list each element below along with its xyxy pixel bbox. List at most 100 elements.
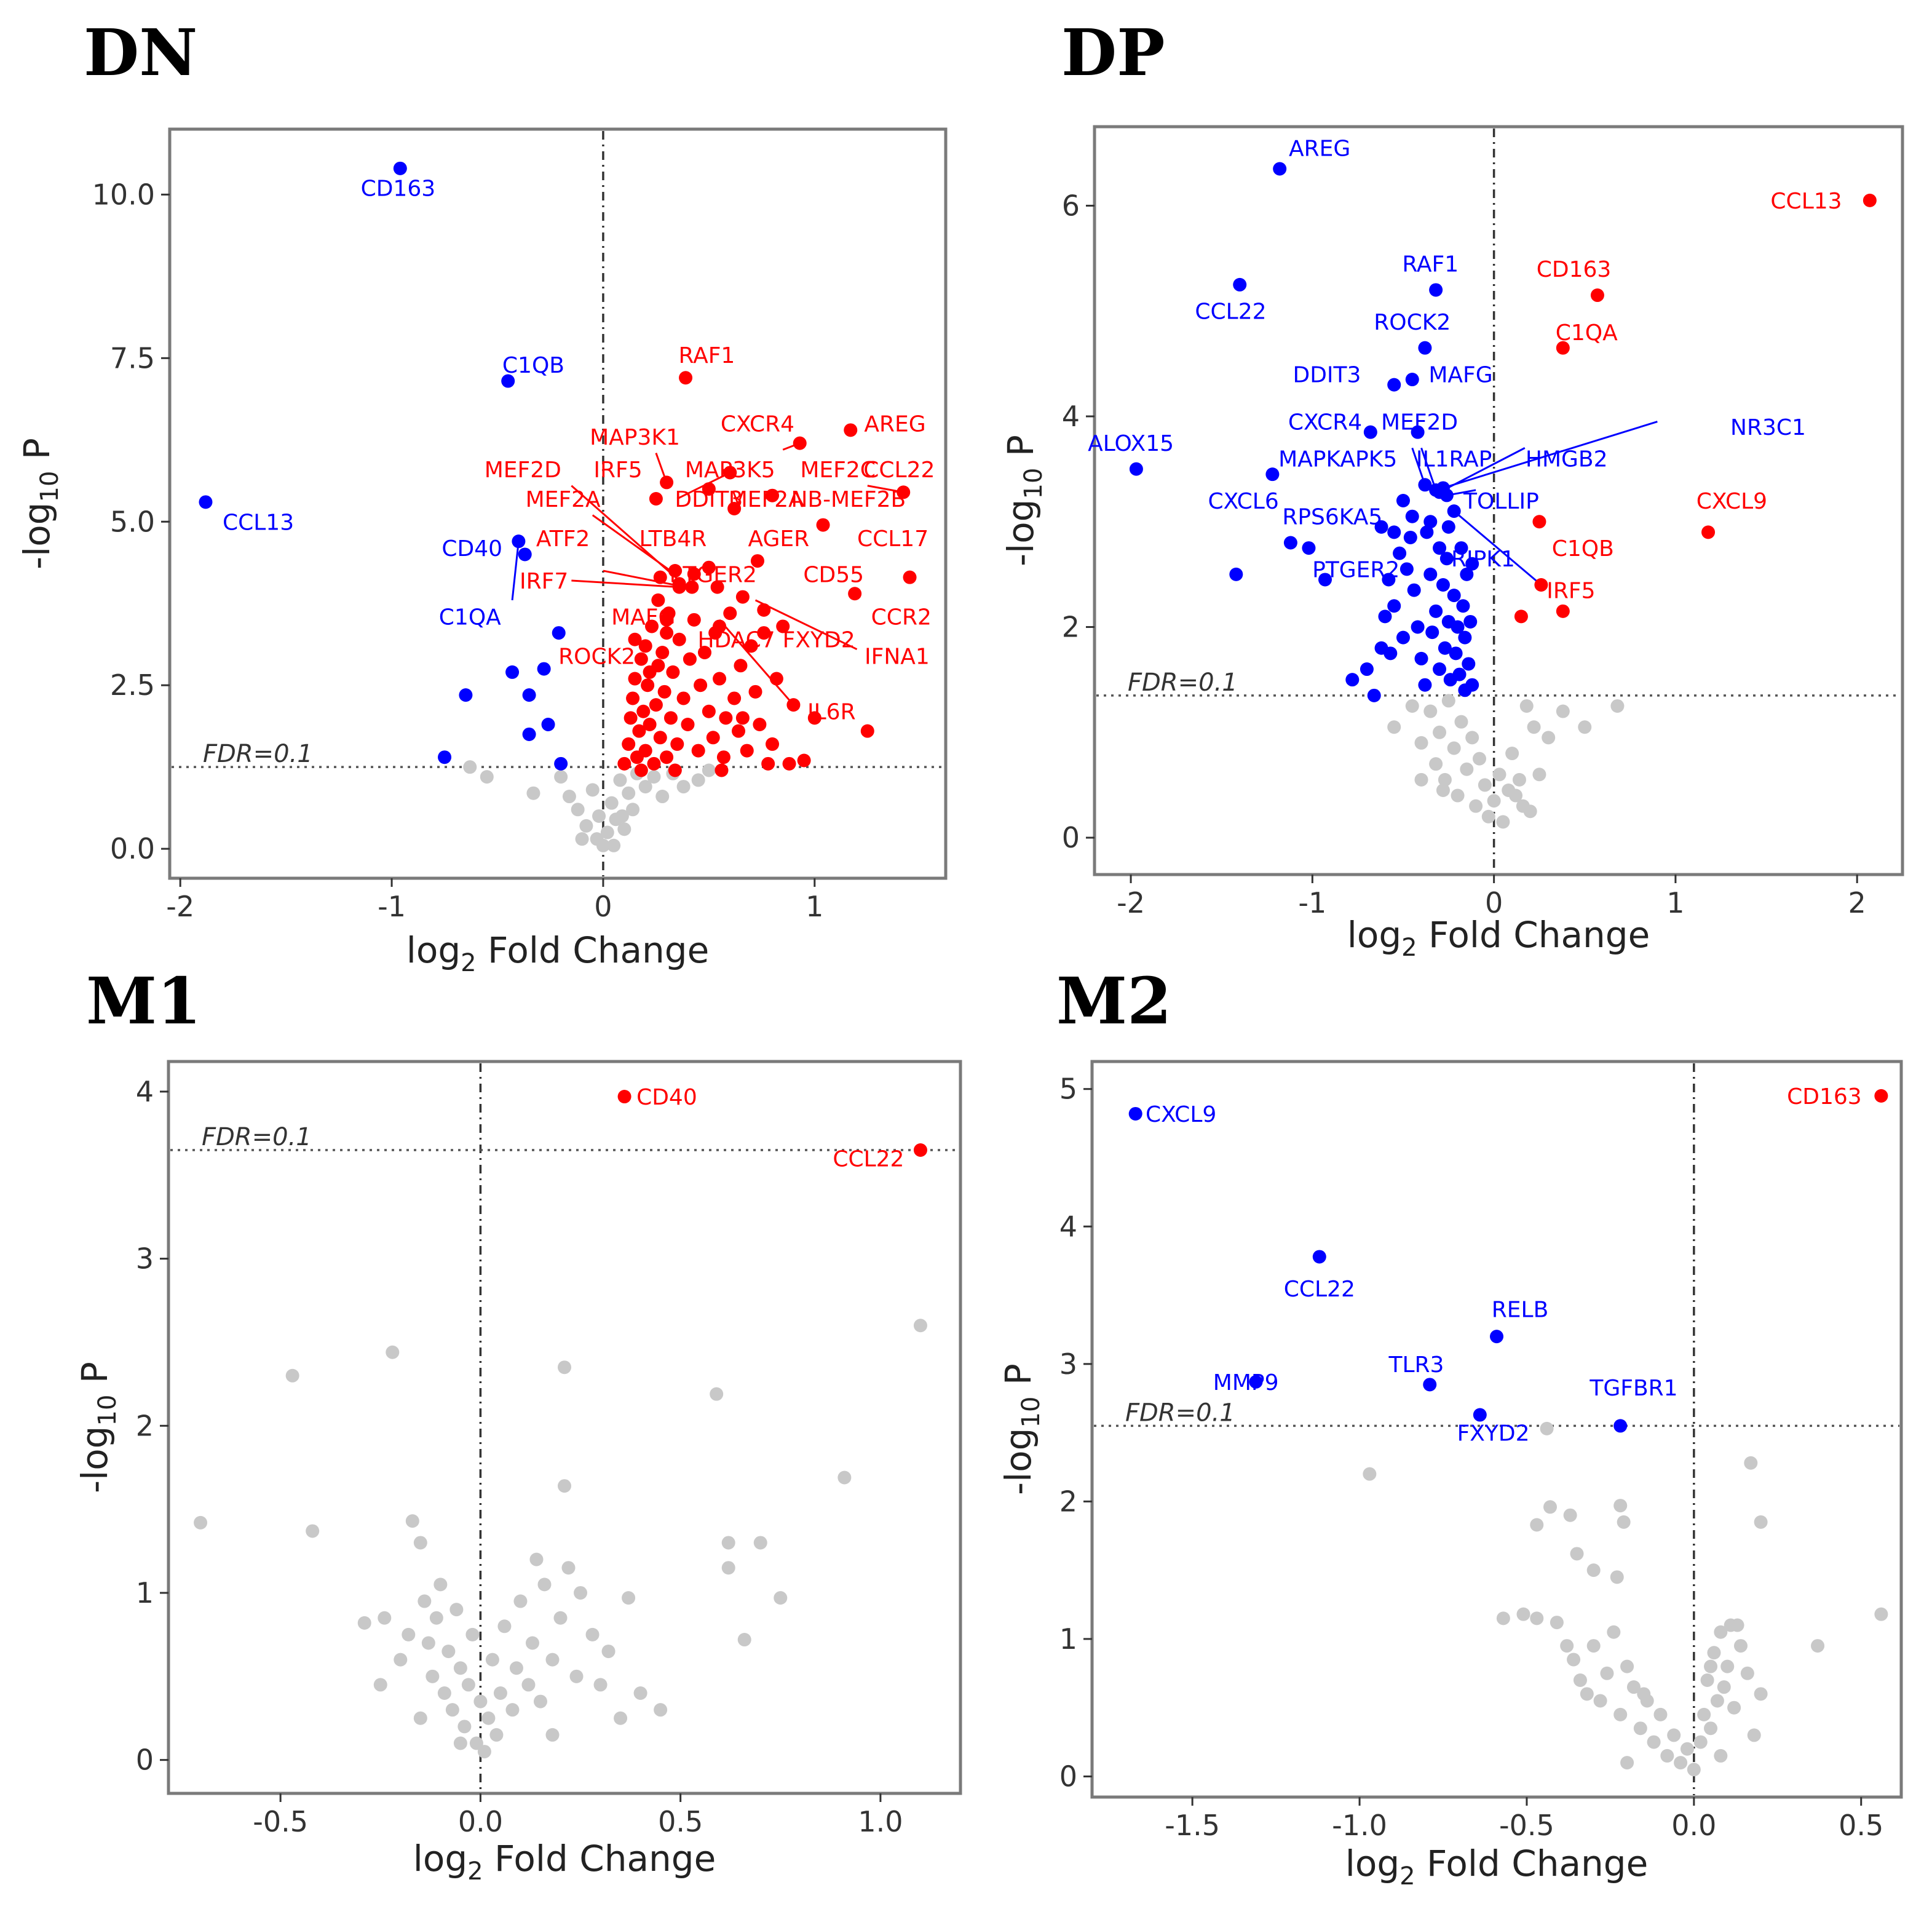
y-axis-title-m1: -log10 P [74,1362,122,1493]
plot-frame-dn [168,127,948,880]
y-tick-label: 2 [1059,1485,1077,1518]
gene-label-ptger2: PTGER2 [1312,557,1400,582]
down-gene-point [1454,541,1468,555]
up-gene-point [653,731,667,745]
gene-label-cd55: CD55 [803,562,864,587]
ns-gene-point [1714,1748,1728,1763]
gene-label-nr3c1: NR3C1 [1730,415,1806,440]
gene-label-mafg: MAFG [611,605,675,630]
fdr-label: FDR=0.1 [1125,1399,1235,1427]
ns-gene-point [614,1711,628,1725]
up-gene-point [660,750,674,764]
down-gene-point [1423,515,1438,529]
gene-point-c1qb [1532,515,1546,529]
ns-gene-point [480,770,494,784]
ns-gene-point [1620,1756,1634,1770]
gene-label-cxcl9: CXCL9 [1696,489,1767,514]
down-gene-point [1463,614,1478,629]
ns-gene-point [1610,1570,1624,1584]
down-gene-point [537,662,551,676]
ns-gene-point [413,1711,427,1725]
ns-gene-point [622,786,636,800]
down-gene-point [1400,562,1414,576]
ns-gene-point [1720,1659,1735,1673]
up-gene-point [626,691,640,705]
x-axis-title-dp: log2 Fold Change [1347,914,1650,962]
up-gene-point [719,711,733,725]
up-gene-point [723,606,737,621]
down-gene-point [554,756,568,771]
y-tick-label: 7.5 [110,341,155,375]
ns-gene-point [434,1578,448,1592]
x-tick-label: 0.5 [1839,1809,1883,1842]
y-tick-label: 4 [136,1075,154,1108]
fdr-label: FDR=0.1 [202,1123,312,1151]
gene-point-atf2 [653,570,667,584]
ns-gene-point [1509,788,1523,803]
plot-frame-dp [1093,125,1904,876]
down-gene-point [1318,573,1332,587]
ns-gene-point [1573,1673,1587,1687]
ns-gene-point [1433,725,1447,739]
x-axis-title-m2: log2 Fold Change [1345,1843,1649,1891]
gene-point-mafg [660,613,674,627]
up-gene-point [732,724,746,738]
ns-gene-point [1436,783,1450,797]
fdr-label: FDR=0.1 [203,740,313,768]
gene-label-cxcr4: CXCR4 [1288,410,1362,435]
down-gene-point [1423,567,1438,581]
fdr-label: FDR=0.1 [1128,669,1238,697]
down-gene-point [1345,673,1360,687]
ns-gene-point [473,1694,488,1709]
ns-gene-point [1727,1701,1741,1715]
ns-gene-point [710,1387,724,1401]
ns-gene-point [1414,736,1428,750]
ns-gene-point [529,1552,544,1566]
down-gene-point [1396,630,1410,645]
ns-gene-point [1563,1508,1577,1522]
ns-gene-point [1519,699,1534,713]
x-tick-label: -0.5 [253,1805,308,1838]
up-gene-point [687,613,701,627]
marks-dn: -2 -1 0 10.02.55.07.510.0FDR=0.1CD163C1QBCC… [92,131,944,923]
ns-gene-point [1550,1616,1564,1630]
gene-point-cd163 [1874,1089,1888,1103]
label-leader-line [718,619,794,706]
ns-gene-point [489,1728,504,1742]
gene-label-mef2d: MEF2D [1381,410,1458,435]
gene-label-mef2a: MEF2A [729,487,804,512]
gene-label-c1qb: C1QB [1552,536,1614,562]
panel-dp: DP -2 -1 0 1 2 0 2 4 6 FDR=0.1 AREG CCL22 RAF1 ROCK2 D… [1000,15,1904,962]
x-tick-label: -2 [166,890,194,923]
gene-point-map3k5 [723,466,737,480]
up-gene-point [776,619,790,633]
ns-gene-point [521,1678,536,1692]
ns-gene-point [604,796,619,810]
ns-gene-point [585,1627,600,1641]
gene-label-areg: AREG [864,412,925,437]
gene-label-rps6ka5: RPS6KA5 [1282,505,1382,530]
down-gene-point [1462,657,1476,671]
up-gene-point [643,718,657,732]
label-leader-line [603,570,686,589]
down-gene-point [1439,552,1454,566]
up-gene-point [624,711,638,725]
gene-label-mef2d: MEF2D [485,458,561,483]
down-gene-point [1405,509,1419,523]
ns-gene-point [405,1514,419,1528]
ns-gene-point [622,1591,636,1605]
label-leader-line [1443,421,1658,489]
gene-label-raf1: RAF1 [1402,252,1459,277]
panel-m1: M1 -0.5 0.0 0.5 1.0 0 1 2 3 4 FDR=0.1 CD40 CCL22 lo… [74,963,962,1886]
gene-label-atf2: ATF2 [536,526,590,552]
gene-point-c1qa [518,547,532,562]
down-gene-point [1418,678,1432,692]
ns-gene-point [1505,747,1519,761]
ns-gene-point [461,1678,475,1692]
ns-gene-point [600,825,614,839]
y-tick-label: 0 [1059,1760,1077,1793]
gene-point-ccl17 [816,518,830,532]
y-tick-label: 6 [1062,189,1080,222]
ns-gene-point [579,819,593,833]
ns-gene-point [1496,815,1510,829]
